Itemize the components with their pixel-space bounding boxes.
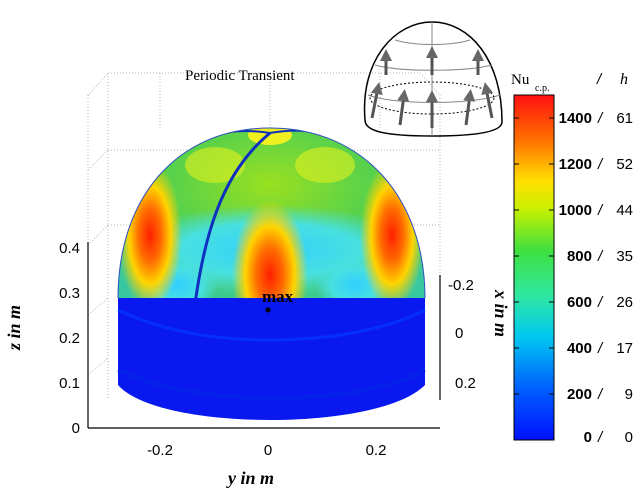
chart-title: Periodic Transient	[185, 68, 295, 84]
colorbar-h-tick-label: 61	[616, 110, 633, 127]
colorbar-nu-tick-label: 400	[567, 340, 592, 357]
colorbar-separator: /	[597, 386, 604, 403]
z-tick-label: 0	[72, 420, 80, 437]
x-tick-label: -0.2	[448, 277, 474, 294]
z-tick-label: 0.3	[59, 285, 80, 302]
colorbar-nu-label: Nu	[511, 72, 530, 88]
y-tick-label: -0.2	[147, 442, 173, 459]
colorbar-nu-subscript: c.p.	[535, 83, 549, 94]
colorbar-separator: /	[597, 156, 604, 173]
colorbar-nu-tick-label: 600	[567, 294, 592, 311]
colorbar-h-tick-label: 52	[616, 156, 633, 173]
colorbar-nu-tick-label: 200	[567, 386, 592, 403]
inset-dome-diagram	[363, 21, 503, 137]
max-marker	[265, 307, 271, 313]
colorbar: 1400 1200 1000 800 600 400 200 0 / / / / / / / / 61 52 4…	[513, 94, 633, 446]
colorbar-separator: /	[597, 429, 604, 446]
colorbar-nu-tick-label: 1400	[559, 110, 592, 127]
y-tick-label: 0	[264, 442, 272, 459]
colorbar-h-label: h	[620, 71, 628, 88]
base-cylinder	[117, 298, 426, 420]
z-axis-label: z in m	[4, 305, 24, 351]
colorbar-separator: /	[597, 110, 604, 127]
y-axis: -0.2 0 0.2	[147, 442, 386, 459]
colorbar-separator: /	[597, 248, 604, 265]
colorbar-separator: /	[597, 202, 604, 219]
colorbar-h-tick-label: 0	[625, 429, 633, 446]
y-tick-label: 0.2	[366, 442, 387, 459]
y-axis-label: y in m	[226, 468, 274, 488]
colorbar-nu-tick-label: 800	[567, 248, 592, 265]
x-axis: -0.2 0 0.2	[448, 277, 476, 392]
colorbar-separator: /	[597, 340, 604, 357]
x-tick-label: 0.2	[455, 375, 476, 392]
colorbar-h-tick-label: 17	[616, 340, 633, 357]
colorbar-separator: /	[596, 71, 603, 88]
z-tick-label: 0.4	[59, 240, 80, 257]
max-annotation: max	[262, 287, 294, 306]
colorbar-h-tick-label: 9	[625, 386, 633, 403]
axes-frame	[87, 242, 441, 429]
z-axis: 0 0.1 0.2 0.3 0.4	[59, 240, 80, 437]
colorbar-nu-tick-label: 1200	[559, 156, 592, 173]
colorbar-nu-tick-label: 0	[584, 429, 592, 446]
colorbar-nu-tick-label: 1000	[559, 202, 592, 219]
x-axis-label: x in m	[491, 289, 511, 337]
colorbar-h-tick-label: 26	[616, 294, 633, 311]
colorbar-h-tick-label: 44	[616, 202, 633, 219]
z-tick-label: 0.1	[59, 375, 80, 392]
x-tick-label: 0	[455, 325, 463, 342]
z-tick-label: 0.2	[59, 330, 80, 347]
colorbar-separator: /	[597, 294, 604, 311]
colorbar-gradient	[513, 94, 555, 441]
colorbar-h-tick-label: 35	[616, 248, 633, 265]
dome-outline	[117, 127, 426, 299]
